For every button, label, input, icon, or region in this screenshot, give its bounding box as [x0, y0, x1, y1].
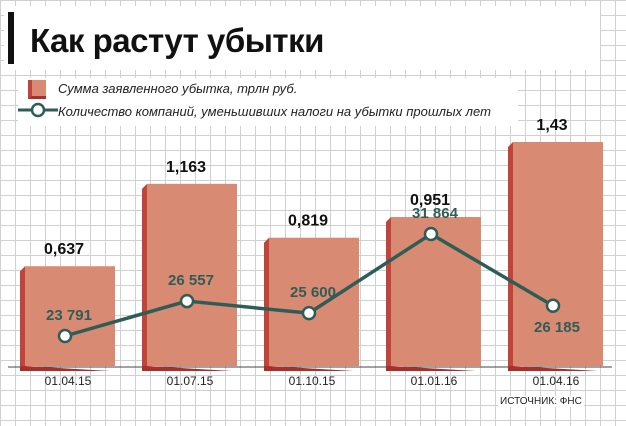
bar-2 — [269, 237, 359, 366]
line-point-4 — [545, 298, 561, 314]
legend-bar-swatch — [28, 80, 46, 99]
chart-title: Как растут убытки — [30, 22, 324, 59]
line-value-label-3: 31 864 — [412, 205, 459, 222]
line-value-label-0: 23 791 — [46, 307, 92, 324]
legend-line-swatch — [18, 102, 58, 118]
category-label-2: 01.10.15 — [289, 374, 336, 388]
line-point-0 — [57, 328, 73, 344]
bar-1 — [147, 183, 237, 366]
source-note: ИСТОЧНИК: ФНС — [498, 396, 584, 407]
bar-bottom-1 — [142, 366, 232, 371]
bar-4 — [513, 142, 603, 366]
bar-bottom-2 — [264, 366, 354, 371]
bar-side-3 — [386, 217, 391, 366]
bar-bottom-0 — [20, 366, 110, 371]
bar-3 — [391, 217, 481, 366]
bar-value-label-1: 1,163 — [166, 159, 206, 176]
line-point-3 — [423, 226, 439, 242]
title-accent-bar — [8, 12, 14, 64]
bar-side-1 — [142, 183, 147, 366]
bar-value-label-4: 1,43 — [536, 117, 567, 134]
category-label-0: 01.04.15 — [45, 374, 92, 388]
legend: Сумма заявленного убытка, трлн руб. Коли… — [18, 78, 518, 126]
bar-value-label-3: 0,951 — [410, 192, 450, 209]
legend-bar-label: Сумма заявленного убытка, трлн руб. — [58, 81, 298, 96]
bar-bottom-3 — [386, 366, 476, 371]
title-panel — [4, 6, 600, 70]
line-value-label-1: 26 557 — [168, 272, 214, 289]
bar-0 — [25, 266, 115, 366]
line-value-label-2: 25 600 — [290, 284, 336, 301]
bar-side-4 — [508, 142, 513, 366]
bar-bottom-4 — [508, 366, 598, 371]
line-point-1 — [179, 293, 195, 309]
line-value-label-4: 26 185 — [534, 319, 580, 336]
bar-side-2 — [264, 237, 269, 366]
bar-value-label-0: 0,637 — [44, 241, 84, 258]
bar-side-0 — [20, 266, 25, 366]
line-point-2 — [301, 305, 317, 321]
legend-line-label: Количество компаний, уменьшивших налоги … — [58, 104, 491, 119]
category-label-1: 01.07.15 — [167, 374, 214, 388]
category-label-4: 01.04.16 — [533, 374, 580, 388]
bar-value-label-2: 0,819 — [288, 213, 328, 230]
category-label-3: 01.01.16 — [411, 374, 458, 388]
